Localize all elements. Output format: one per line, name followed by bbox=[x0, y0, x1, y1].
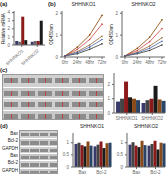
svg-text:48hr: 48hr bbox=[145, 60, 155, 65]
html-text:(a): (a) bbox=[0, 1, 8, 7]
svg-text:0.5: 0.5 bbox=[63, 152, 70, 157]
svg-text:2: 2 bbox=[115, 11, 118, 16]
svg-text:Bcl-2: Bcl-2 bbox=[96, 170, 107, 175]
svg-text:1: 1 bbox=[107, 96, 110, 101]
html-text:SHHNKO2: SHHNKO2 bbox=[133, 123, 159, 129]
svg-text:0: 0 bbox=[55, 55, 58, 60]
html-text:GAPDH: GAPDH bbox=[2, 167, 18, 173]
html-text:Bax: Bax bbox=[10, 131, 18, 137]
svg-text:72hr: 72hr bbox=[157, 60, 160, 65]
html-text:Bcl-2: Bcl-2 bbox=[7, 138, 18, 144]
svg-text:72hr: 72hr bbox=[97, 60, 107, 65]
svg-text:1: 1 bbox=[66, 140, 69, 145]
html-text:Bax: Bax bbox=[10, 153, 18, 159]
svg-text:24hr: 24hr bbox=[73, 60, 83, 65]
svg-text:0: 0 bbox=[120, 165, 123, 170]
svg-text:1: 1 bbox=[55, 33, 58, 38]
html-text:SHHNKO1: SHHNKO1 bbox=[79, 123, 105, 129]
html-text:(b): (b) bbox=[48, 1, 56, 7]
html-text:SHHNKO1: SHHNKO1 bbox=[71, 1, 96, 7]
svg-text:Bax: Bax bbox=[79, 170, 88, 175]
html-text:Bcl-2: Bcl-2 bbox=[7, 160, 18, 166]
svg-text:SHHNKO2: SHHNKO2 bbox=[20, 48, 40, 66]
html-text:(c): (c) bbox=[0, 67, 8, 73]
svg-text:4: 4 bbox=[8, 10, 10, 15]
html-text:Relative mRNA: Relative mRNA bbox=[0, 12, 6, 44]
svg-text:0.5: 0.5 bbox=[117, 152, 124, 157]
svg-text:1: 1 bbox=[120, 140, 123, 145]
svg-text:0: 0 bbox=[115, 55, 118, 60]
svg-text:0: 0 bbox=[66, 165, 69, 170]
html-text:(d): (d) bbox=[0, 123, 8, 129]
svg-text:2: 2 bbox=[107, 82, 110, 87]
svg-text:2: 2 bbox=[55, 11, 58, 16]
html-text:SHHNKO2: SHHNKO2 bbox=[131, 1, 156, 7]
svg-text:3: 3 bbox=[8, 18, 10, 23]
svg-text:0hr: 0hr bbox=[62, 60, 69, 65]
svg-text:0: 0 bbox=[107, 111, 110, 116]
html-text:OD450nm: OD450nm bbox=[108, 23, 114, 45]
svg-text:0: 0 bbox=[8, 43, 10, 48]
svg-text:1: 1 bbox=[115, 33, 118, 38]
html-text:GAPDH: GAPDH bbox=[2, 145, 18, 151]
svg-text:SHHNKO2: SHHNKO2 bbox=[141, 116, 160, 121]
svg-text:0hr: 0hr bbox=[122, 60, 129, 65]
svg-text:SHHNKO1: SHHNKO1 bbox=[116, 116, 138, 121]
svg-text:2: 2 bbox=[8, 26, 10, 31]
svg-text:Bcl-2: Bcl-2 bbox=[150, 170, 160, 175]
svg-text:24hr: 24hr bbox=[133, 60, 143, 65]
svg-text:48hr: 48hr bbox=[85, 60, 95, 65]
html-text:OD450nm: OD450nm bbox=[48, 23, 54, 45]
svg-text:Bax: Bax bbox=[133, 170, 142, 175]
svg-text:1: 1 bbox=[8, 35, 10, 40]
